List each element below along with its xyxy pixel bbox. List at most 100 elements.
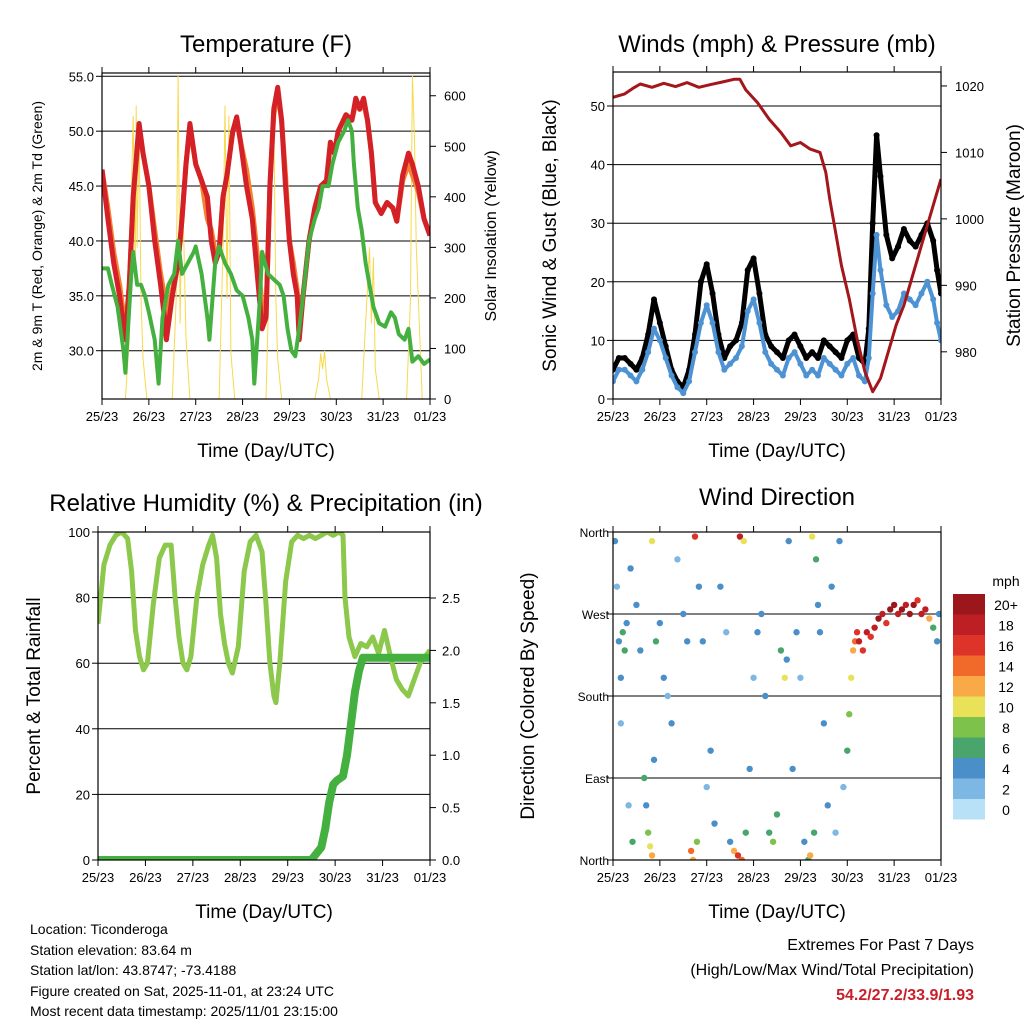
wind-point [844, 360, 851, 367]
wind-point [703, 261, 710, 268]
wind-point [733, 354, 739, 361]
series-2m-t [102, 84, 430, 343]
legend-swatch [953, 758, 985, 779]
direction-point [617, 674, 625, 681]
y-axis-label: 2m & 9m T (Red, Orange) & 2m Td (Green) [29, 101, 45, 371]
y-tick-label: 100 [68, 525, 90, 540]
plot-frame [101, 72, 431, 400]
extremes-subtitle: (High/Low/Max Wind/Total Precipitation) [690, 962, 974, 979]
wind-point [889, 255, 896, 262]
y-tick-label: 20 [591, 275, 605, 290]
direction-point [613, 583, 621, 590]
legend-label: 0 [1002, 802, 1010, 818]
station-info: Location: Ticonderoga Station elevation:… [30, 919, 338, 1022]
direction-point [703, 783, 710, 791]
plot-area [613, 77, 941, 397]
wind-point [756, 290, 763, 297]
wind-point [815, 372, 821, 379]
x-axis-label: Time (Day/UTC) [708, 441, 846, 462]
wind-point [803, 354, 810, 361]
wind-point [934, 319, 941, 326]
x-axis-label: Time (Day/UTC) [708, 902, 846, 923]
x-tick-label: 29/23 [273, 409, 306, 424]
y-right-tick-label: 2.5 [442, 591, 460, 606]
y-right-tick-label: 400 [444, 190, 466, 205]
legend-label: 14 [998, 659, 1014, 675]
direction-point [859, 647, 867, 654]
direction-point [855, 638, 863, 645]
wind-point [826, 343, 833, 350]
wind-point [656, 337, 663, 344]
y-tick-label: 0 [598, 392, 605, 407]
wind-point [873, 132, 880, 139]
direction-point [785, 537, 792, 545]
y-tick-label: East [585, 772, 610, 786]
wind-point [651, 325, 657, 332]
wind-point [791, 349, 798, 356]
direction-point [736, 533, 744, 540]
direction-point [750, 674, 757, 681]
wind-point [621, 354, 628, 361]
direction-point [832, 829, 839, 836]
direction-point [691, 533, 699, 540]
chart-title: Winds (mph) & Pressure (mb) [618, 31, 935, 58]
wind-point [727, 343, 734, 350]
direction-point [758, 610, 765, 618]
direction-point [615, 638, 623, 645]
wind-point [621, 366, 628, 373]
wind-point [850, 354, 857, 361]
wind-point [832, 366, 839, 373]
temperature-panel: 30.0 35.0 40.0 45.0 50.0 55.0 0 100 200 300 400 500… [29, 31, 500, 462]
x-tick-label: 26/23 [644, 409, 677, 424]
y-tick-label: North [580, 526, 609, 540]
y-right-tick-label: 1.5 [442, 696, 460, 711]
direction-point [644, 829, 652, 836]
wind-point [709, 290, 716, 297]
wind-point [703, 302, 710, 309]
wind-point [738, 319, 745, 326]
direction-point [656, 619, 664, 627]
wind-point [750, 296, 757, 303]
wind-point [838, 372, 845, 379]
x-tick-label: 25/23 [597, 870, 630, 885]
direction-point [637, 647, 644, 654]
wind-point [861, 378, 868, 385]
y-tick-label: 20 [76, 787, 90, 802]
wind-point [820, 337, 827, 344]
direction-point [699, 638, 707, 645]
y-tick-label: 45.0 [69, 179, 94, 194]
wind-point [856, 372, 862, 379]
direction-point [902, 601, 910, 609]
plot-frame [612, 71, 942, 400]
direction-point [847, 674, 855, 681]
wind-point [744, 267, 751, 274]
wind-point [930, 237, 937, 244]
direction-point [625, 802, 632, 809]
x-tick-label: 26/23 [644, 870, 677, 885]
x-tick-label: 26/23 [129, 870, 162, 885]
direction-point [863, 629, 871, 636]
wind-point [750, 255, 757, 262]
direction-point [734, 852, 742, 859]
direction-point [687, 847, 695, 855]
direction-point [674, 556, 681, 563]
direction-point [621, 647, 628, 654]
x-tick-label: 30/23 [831, 409, 864, 424]
direction-point [879, 610, 886, 618]
wind-point [906, 296, 913, 303]
legend-swatch [953, 696, 985, 717]
legend-swatch [953, 655, 985, 676]
direction-point [738, 856, 746, 860]
direction-point [781, 674, 789, 681]
direction-point [797, 674, 804, 681]
direction-point [627, 565, 634, 572]
x-tick-label: 01/23 [414, 870, 447, 885]
y-tick-label: 10 [591, 333, 605, 348]
direction-point [801, 838, 808, 845]
wind-point [838, 354, 845, 361]
created-text: Figure created on Sat, 2025-11-01, at 23… [30, 982, 335, 999]
x-tick-label: 29/23 [784, 870, 817, 885]
y-right-tick-label: 600 [444, 89, 466, 104]
x-tick-label: 27/23 [690, 870, 723, 885]
